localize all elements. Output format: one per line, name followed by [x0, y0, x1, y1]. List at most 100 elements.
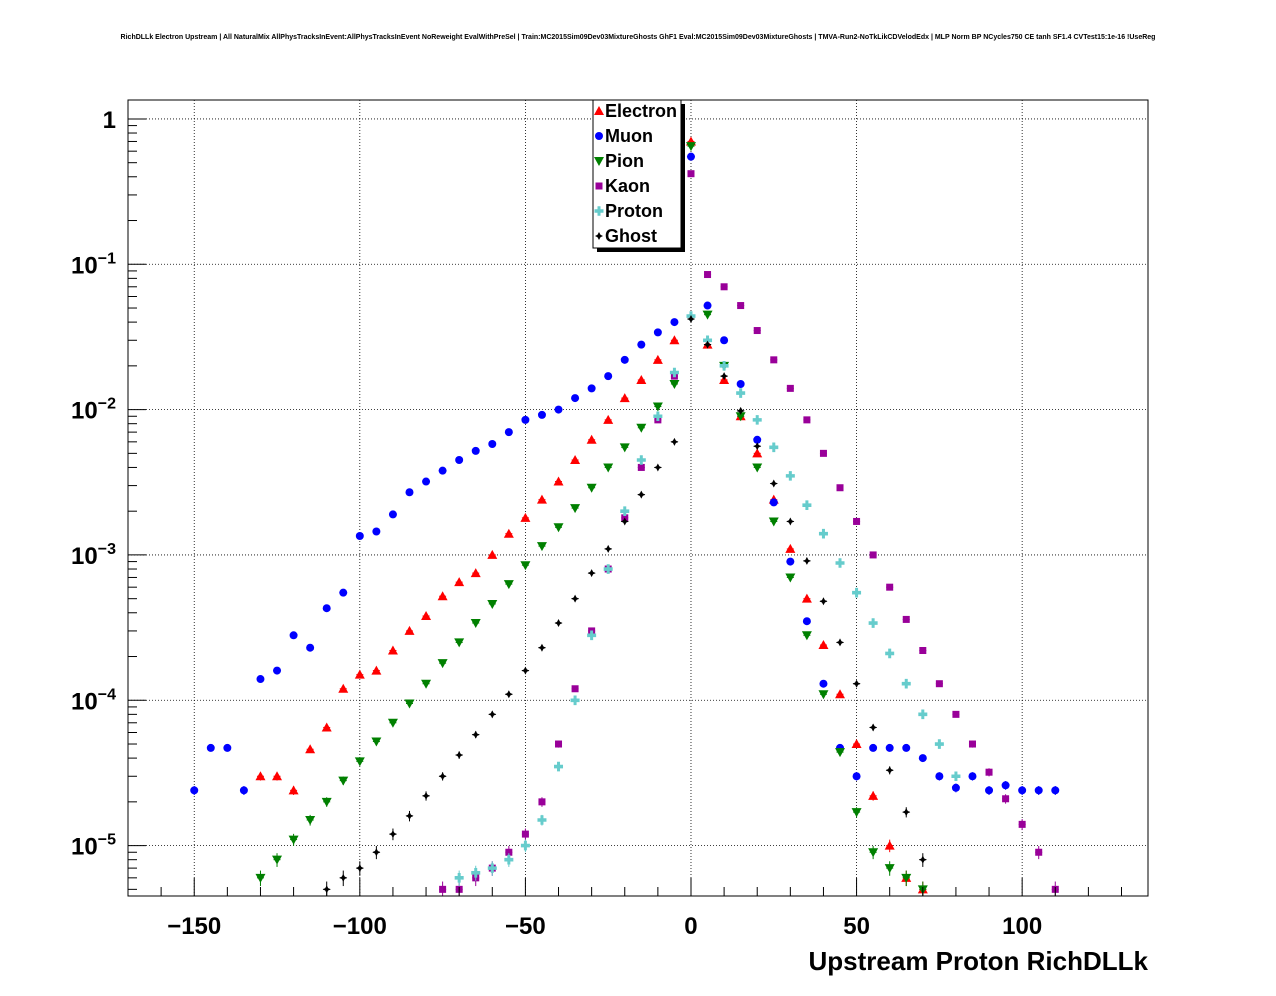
data-point [720, 336, 729, 345]
data-point [835, 748, 846, 758]
data-point [902, 615, 910, 623]
y-tick-label-exponent: −5 [98, 832, 116, 849]
data-point [1034, 786, 1043, 795]
data-point [555, 740, 563, 748]
data-point [818, 528, 828, 539]
legend-marker [595, 182, 603, 190]
data-point [869, 723, 878, 732]
y-tick-label: 10−1 [71, 250, 116, 279]
data-point [653, 411, 663, 422]
data-point [752, 415, 762, 425]
y-tick-label-exponent: −1 [98, 250, 116, 267]
data-point [836, 638, 845, 647]
data-point [371, 737, 382, 747]
y-tick-label: 10−3 [71, 541, 116, 570]
data-point [835, 558, 845, 568]
data-point [934, 739, 944, 749]
data-point [737, 302, 745, 310]
legend-entry: Ghost [605, 226, 657, 246]
data-point [785, 543, 796, 553]
x-tick-label: −150 [167, 913, 221, 940]
data-point [338, 776, 349, 786]
data-point [687, 170, 695, 178]
data-point [719, 361, 729, 371]
data-point [354, 757, 365, 767]
x-tick-label: 100 [1002, 913, 1042, 940]
data-point [853, 517, 861, 525]
legend: Electron Muon Pion Kaon Proton Ghost [592, 99, 685, 252]
data-point [619, 393, 630, 403]
data-point [669, 335, 680, 345]
data-point [421, 679, 432, 689]
chart-title: RichDLLk Electron Upstream | All Natural… [120, 34, 1156, 41]
data-point [1018, 786, 1027, 795]
data-point [321, 722, 332, 732]
data-point [405, 488, 414, 497]
data-point [404, 699, 415, 709]
data-point [803, 416, 811, 424]
data-point [885, 743, 894, 752]
data-point [852, 587, 862, 598]
data-point [437, 591, 448, 601]
data-point [586, 434, 597, 444]
data-point [471, 867, 481, 878]
data-point [801, 631, 812, 641]
data-point [520, 512, 531, 522]
data-point [471, 446, 480, 455]
data-point [339, 588, 348, 597]
data-point [868, 790, 879, 800]
data-point [305, 744, 316, 754]
legend-marker [595, 232, 603, 240]
data-point [852, 772, 861, 781]
data-point [289, 631, 298, 640]
data-point [901, 678, 911, 689]
data-point [801, 593, 812, 603]
data-point [819, 597, 828, 606]
data-point [720, 372, 729, 381]
data-point [768, 517, 779, 527]
x-tick-label: 0 [684, 913, 697, 940]
data-point [537, 643, 546, 652]
data-point [1002, 795, 1010, 803]
data-point [770, 356, 778, 364]
data-point [851, 808, 862, 818]
data-point [488, 710, 497, 719]
data-point [454, 638, 465, 648]
data-point [669, 367, 679, 378]
data-point [190, 786, 199, 795]
data-point [521, 830, 529, 838]
data-point [902, 808, 911, 817]
data-point [620, 517, 629, 526]
data-point [769, 479, 778, 488]
data-point [387, 645, 398, 655]
data-point [422, 477, 431, 486]
legend-entry: Pion [605, 151, 644, 171]
data-point [753, 435, 762, 444]
data-point [470, 568, 481, 578]
data-point [603, 463, 614, 473]
data-point [571, 594, 580, 603]
data-point [355, 864, 364, 873]
data-point [670, 318, 679, 327]
data-point [487, 863, 497, 873]
data-point [653, 328, 662, 337]
data-point [819, 449, 827, 457]
data-point [637, 490, 646, 499]
data-point [570, 695, 580, 706]
data-point [571, 685, 579, 693]
legend-box [592, 99, 682, 249]
data-point [554, 619, 563, 628]
data-point [669, 380, 680, 390]
data-point [685, 142, 696, 152]
data-point [306, 643, 315, 652]
x-tick-label: −50 [505, 913, 546, 940]
data-point [487, 599, 498, 609]
data-point [355, 531, 364, 540]
data-point [206, 743, 215, 752]
data-point [372, 848, 381, 857]
legend-entry: Electron [605, 101, 677, 121]
data-point [488, 439, 497, 448]
data-point [256, 675, 265, 684]
